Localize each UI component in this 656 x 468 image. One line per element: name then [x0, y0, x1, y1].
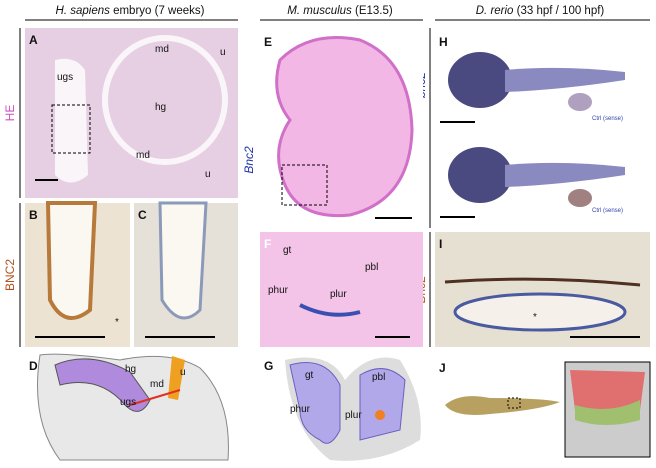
stain-label: BNC2 [3, 259, 17, 291]
stage: (E13.5) [355, 5, 393, 17]
species: M. musculus [287, 5, 352, 17]
fish [568, 189, 592, 207]
label: pbl [365, 262, 378, 273]
tissue-lumen [45, 201, 98, 320]
column-header: H. sapiens embryo (7 weeks) [56, 5, 205, 17]
species: H. sapiens [56, 5, 111, 17]
label: hg [125, 364, 136, 375]
label: plur [330, 289, 347, 300]
fish [505, 67, 625, 92]
column-header: M. musculus (E13.5) [287, 5, 393, 17]
panel-letter: I [439, 237, 442, 251]
panel-letter: H [439, 35, 448, 49]
label: plur [345, 410, 362, 421]
schematic [54, 358, 151, 412]
panel-letter: G [264, 359, 273, 373]
label: u [220, 47, 226, 58]
label: gt [305, 370, 314, 381]
label: md [136, 150, 150, 161]
panel-letter: B [29, 208, 38, 222]
schematic [375, 410, 385, 420]
label: Ctrl (sense) [592, 116, 623, 122]
label: hg [155, 102, 166, 113]
schematic [575, 400, 640, 425]
stain-label: Bnc2 [242, 146, 256, 174]
fish [445, 396, 560, 415]
stage: embryo (7 weeks) [113, 5, 205, 17]
species: D. rerio [476, 5, 514, 17]
label: Ctrl (sense) [592, 208, 623, 214]
fish [448, 147, 512, 203]
stain [299, 303, 361, 317]
label: u [180, 367, 186, 378]
panel-letter: D [29, 359, 38, 373]
schematic [129, 389, 181, 406]
label: phur [268, 285, 289, 296]
stage: (33 hpf / 100 hpf) [517, 5, 605, 17]
tissue-lumen [102, 35, 228, 165]
fish [568, 93, 592, 111]
panel-letter: F [264, 237, 271, 251]
panel-image [260, 232, 423, 347]
label: md [150, 379, 164, 390]
inset-box [281, 164, 328, 206]
tissue-lumen [55, 58, 88, 183]
embryo [275, 36, 414, 218]
label: pbl [372, 372, 385, 383]
fish [448, 52, 512, 108]
label: u [205, 169, 211, 180]
label: phur [290, 404, 311, 415]
label: * [533, 312, 537, 323]
panel-letter: J [439, 361, 446, 375]
label: md [155, 44, 169, 55]
fish [505, 162, 625, 187]
panel-letter: C [138, 208, 147, 222]
tissue-lumen [158, 201, 208, 320]
schematic [289, 362, 406, 444]
inset-box [51, 104, 91, 154]
schematic [168, 356, 185, 400]
panel-letter: E [264, 35, 272, 49]
panel-letter: A [29, 33, 38, 47]
stain [444, 277, 641, 287]
label: * [115, 317, 119, 328]
label: gt [283, 245, 292, 256]
tissue-lumen [453, 292, 627, 332]
stain-label: HE [3, 105, 17, 122]
label: ugs [120, 397, 136, 408]
inset-box [507, 397, 521, 409]
column-header: D. rerio (33 hpf / 100 hpf) [476, 5, 605, 17]
label: ugs [57, 72, 73, 83]
